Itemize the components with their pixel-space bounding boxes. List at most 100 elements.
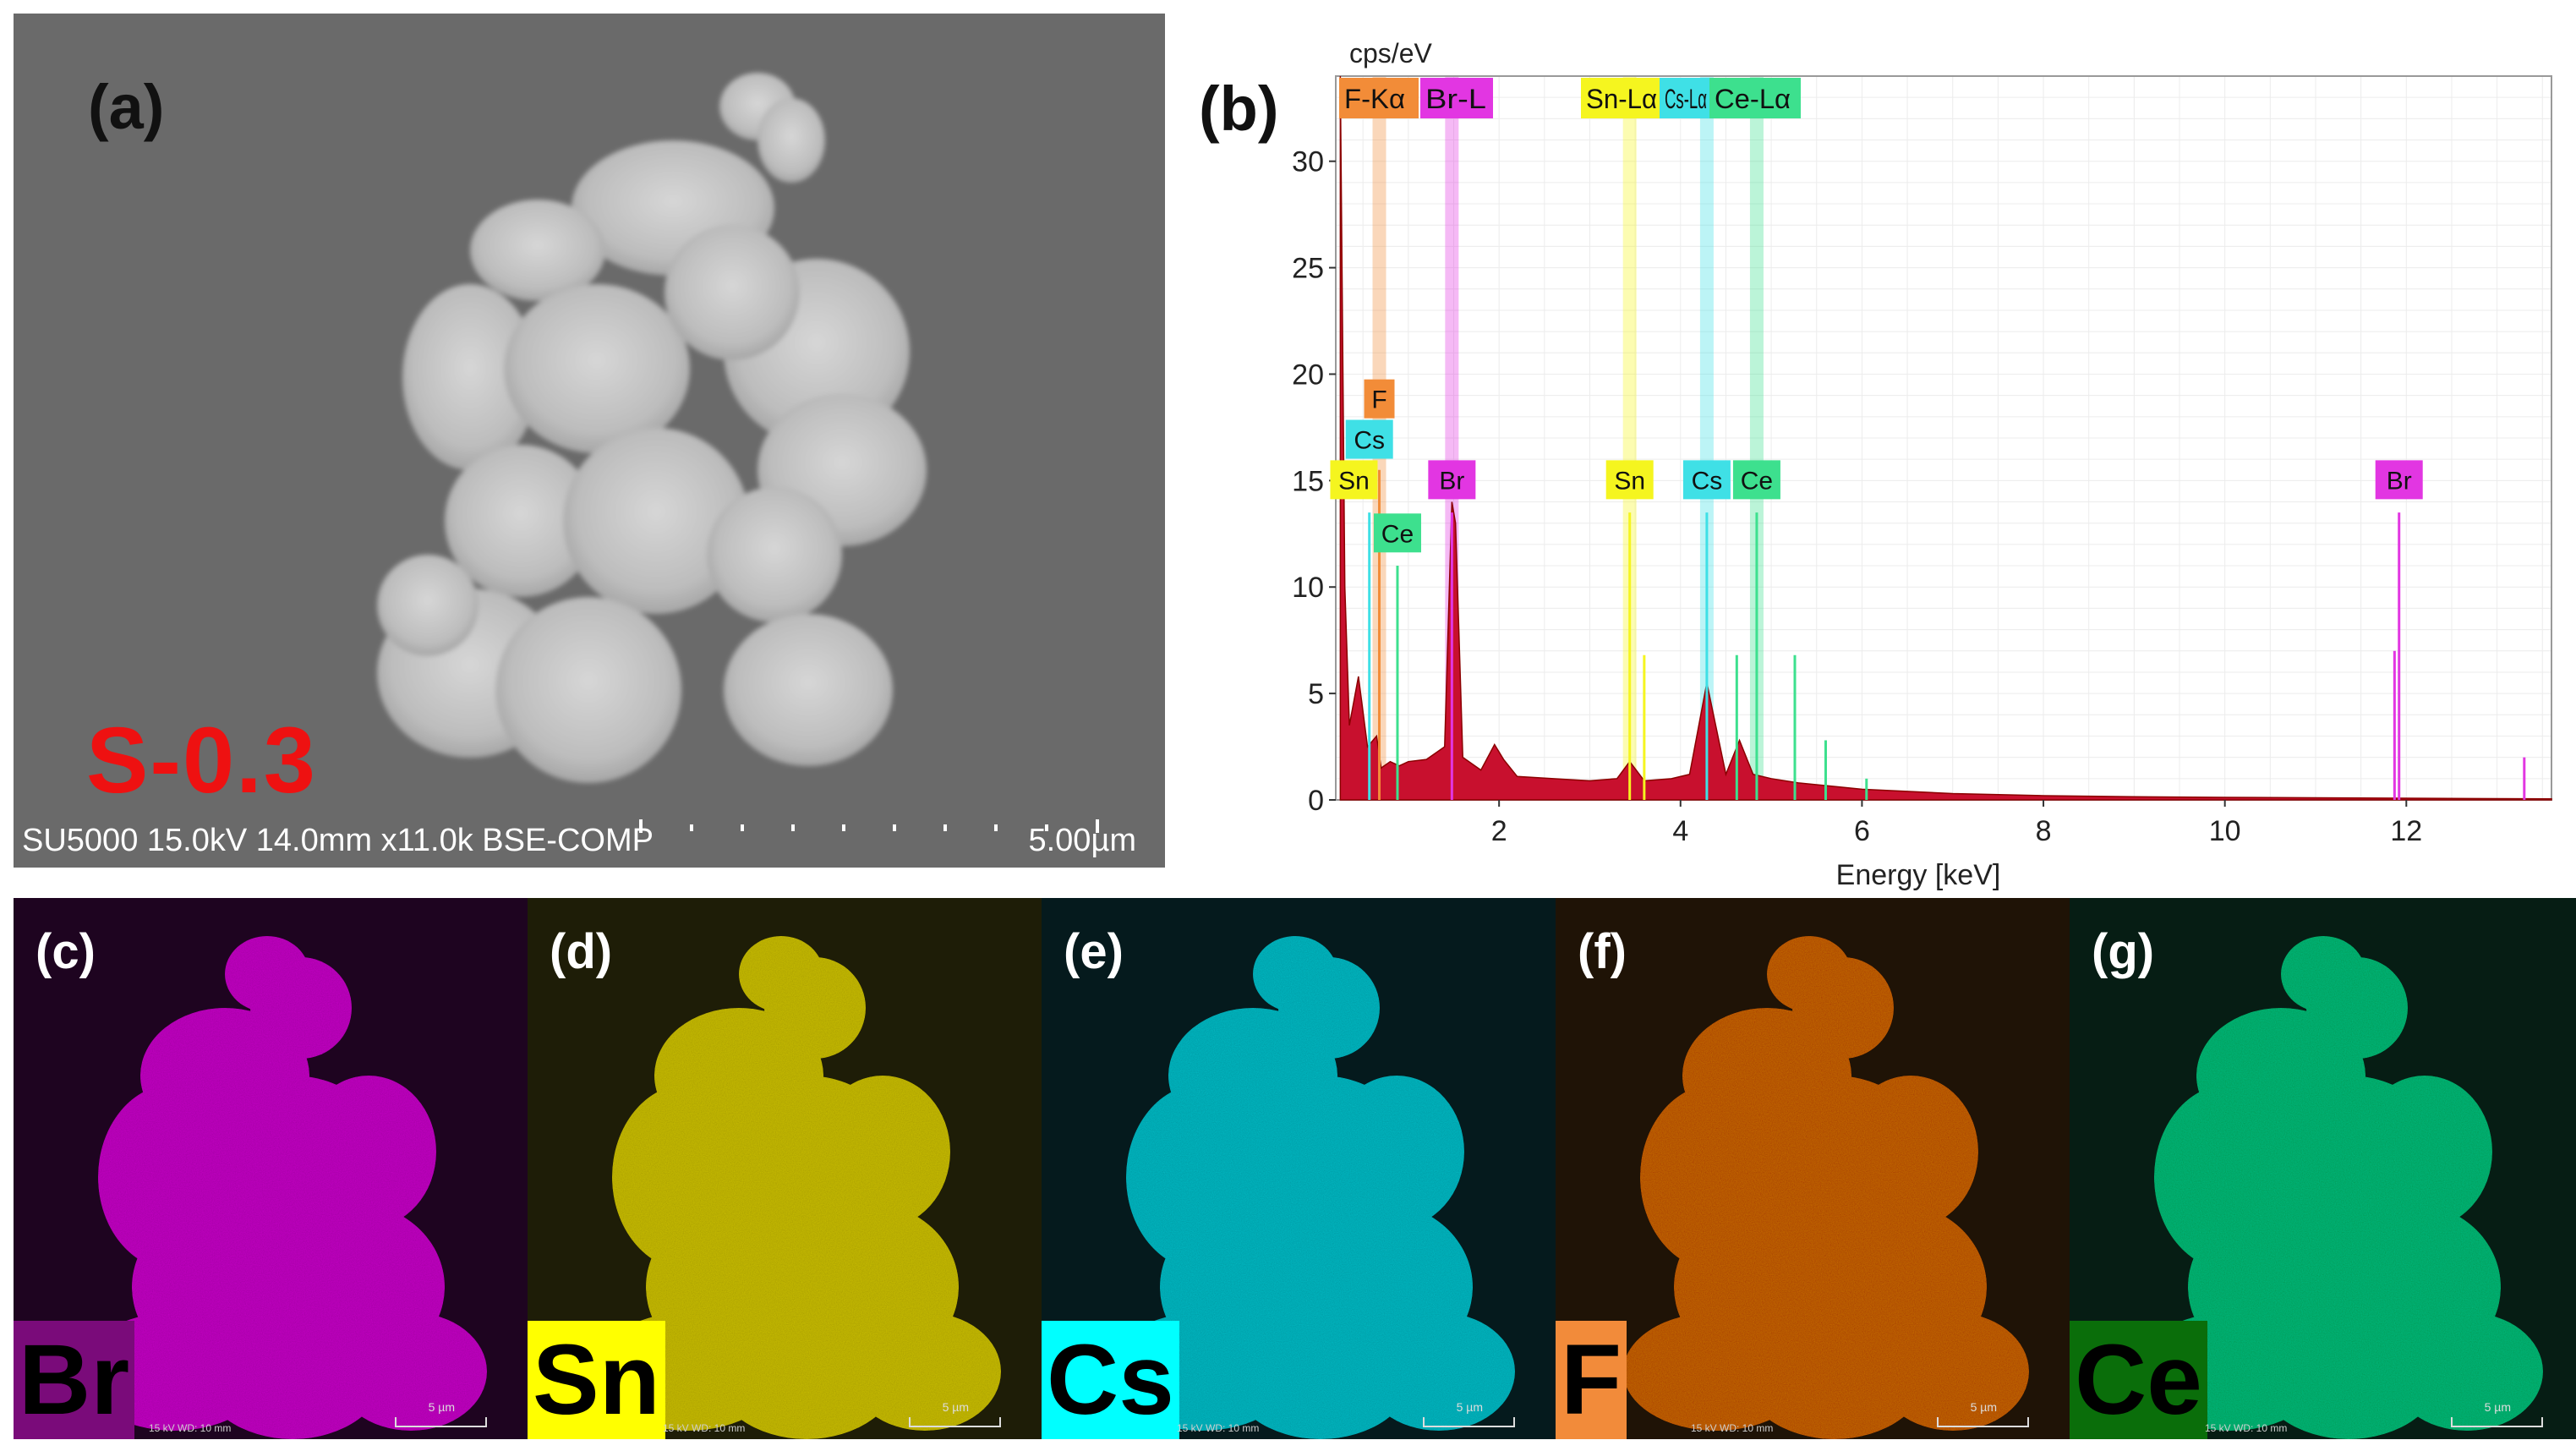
peak-label-box	[1345, 419, 1393, 459]
line-family-label: Cs-Lα	[1665, 84, 1707, 114]
sem-scale-ticks	[639, 819, 1099, 833]
line-family-label-box	[1420, 78, 1493, 118]
peak-label-box	[2375, 460, 2423, 500]
spectrum-area	[1339, 75, 2552, 801]
map-scale-label: 5 µm	[1970, 1400, 1997, 1414]
map-scale-label: 5 µm	[2484, 1400, 2511, 1414]
peak-label-box	[1428, 460, 1476, 500]
sem-scale-tick	[690, 824, 693, 831]
elemental-map-image	[1109, 936, 1515, 1439]
element-symbol-box: Br	[14, 1321, 135, 1439]
sem-scale-tick	[639, 819, 643, 833]
map-scale-bar	[1937, 1417, 2029, 1427]
sem-scale-tick	[893, 824, 896, 831]
panel-b-label: (b)	[1199, 74, 1279, 144]
elemental-map-cs: (e) Cs 15 kV WD: 10 mm 5 µm	[1042, 898, 1557, 1439]
y-axis-label: cps/eV	[1349, 38, 1432, 68]
panel-a-label: (a)	[88, 72, 165, 142]
eds-spectrum-panel: (b) 0 5 10 15 20 25 30 2 4 6 8 10 12 cps/eV Energy [ke…	[1184, 14, 2570, 893]
x-tick-label: 10	[2209, 815, 2241, 847]
peak-label: Sn	[1338, 467, 1370, 495]
map-acquisition-info: 15 kV WD: 10 mm	[663, 1422, 746, 1434]
map-scale-bar	[909, 1417, 1001, 1427]
chart-grid	[1336, 75, 2551, 800]
sem-scale-tick	[943, 824, 947, 831]
elemental-map-sn: (d) Sn 15 kV WD: 10 mm 5 µm	[528, 898, 1043, 1439]
line-family-band	[1699, 76, 1714, 800]
map-acquisition-info: 15 kV WD: 10 mm	[1691, 1422, 1774, 1434]
line-family-label: Br-L	[1425, 84, 1486, 114]
sem-instrument-info: SU5000 15.0kV 14.0mm x11.0k BSE-COMP	[22, 823, 654, 858]
panel-e-label: (e)	[1064, 924, 1124, 979]
peak-label: Ce	[1741, 467, 1773, 495]
line-family-label-box	[1660, 78, 1710, 118]
elemental-map-image	[81, 936, 487, 1439]
y-tick-label: 20	[1292, 359, 1324, 391]
peak-label: Cs	[1692, 467, 1723, 495]
elemental-map-br: (c) Br 15 kV WD: 10 mm 5 µm	[14, 898, 529, 1439]
panel-d-label: (d)	[550, 924, 613, 979]
sem-scale-tick	[1045, 824, 1048, 831]
sem-scale-tick	[791, 824, 795, 831]
line-family-band	[1622, 76, 1637, 800]
sample-id-label: S-0.3	[86, 709, 317, 813]
peak-label: Br	[2387, 467, 2412, 495]
y-tick-label: 15	[1292, 465, 1324, 497]
panel-f-label: (f)	[1578, 924, 1627, 979]
x-tick-label: 2	[1491, 815, 1507, 847]
peak-label-box	[1330, 460, 1378, 500]
x-tick-label: 8	[2036, 815, 2052, 847]
sem-scale-tick	[741, 824, 744, 831]
peak-label-box	[1373, 513, 1421, 553]
elemental-map-ce: (g) Ce 15 kV WD: 10 mm 5 µm	[2070, 898, 2576, 1439]
peak-label-box	[1605, 460, 1654, 500]
y-tick-label: 25	[1292, 253, 1324, 285]
sem-info-bar: SU5000 15.0kV 14.0mm x11.0k BSE-COMP 5.0…	[14, 813, 1165, 868]
map-acquisition-info: 15 kV WD: 10 mm	[149, 1422, 232, 1434]
elemental-map-image	[1623, 936, 2029, 1439]
y-tick-label: 10	[1292, 572, 1324, 604]
sem-image-panel: (a) S-0.3 SU5000 15.0kV 14.0mm x11.0k BS…	[14, 14, 1165, 868]
map-scale-bar	[395, 1417, 487, 1427]
y-tick-label: 0	[1308, 785, 1324, 817]
x-axis-label: Energy [keV]	[1836, 859, 2001, 891]
x-tick-label: 6	[1854, 815, 1870, 847]
line-family-label: Sn-Lα	[1586, 84, 1657, 114]
x-tick-label: 12	[2390, 815, 2422, 847]
line-family-label-box	[1581, 78, 1660, 118]
sem-scale-tick	[842, 824, 845, 831]
peak-label-box	[1682, 460, 1731, 500]
sem-scale-label: 5.00µm	[1028, 823, 1136, 858]
map-scale-bar	[1423, 1417, 1515, 1427]
peak-label-box	[1732, 460, 1780, 500]
element-symbol-box: Cs	[1042, 1321, 1179, 1439]
peak-label: Sn	[1614, 467, 1645, 495]
sem-particle-cluster	[14, 14, 1165, 813]
line-family-band	[1749, 76, 1764, 800]
map-acquisition-info: 15 kV WD: 10 mm	[1177, 1422, 1260, 1434]
peak-label: Cs	[1354, 427, 1385, 455]
line-family-label: Ce-Lα	[1715, 84, 1791, 114]
panel-g-label: (g)	[2092, 924, 2155, 979]
peak-label: F	[1371, 386, 1386, 414]
map-scale-label: 5 µm	[428, 1400, 455, 1414]
map-scale-label: 5 µm	[1456, 1400, 1483, 1414]
sem-scale-tick	[1096, 819, 1099, 833]
panel-c-label: (c)	[36, 924, 96, 979]
peak-label-box	[1364, 379, 1395, 419]
y-tick-label: 30	[1292, 146, 1324, 178]
element-symbol-box: Ce	[2070, 1321, 2207, 1439]
x-tick-label: 4	[1672, 815, 1688, 847]
peak-label: Ce	[1381, 520, 1414, 548]
eds-spectrum-chart: 0 5 10 15 20 25 30 2 4 6 8 10 12 cps/eV Energy [keV] F-…	[1292, 38, 2552, 891]
line-family-label-box	[1339, 78, 1419, 118]
map-scale-bar	[2451, 1417, 2543, 1427]
line-family-label-box	[1709, 78, 1801, 118]
sem-scale-tick	[994, 824, 998, 831]
map-acquisition-info: 15 kV WD: 10 mm	[2205, 1422, 2288, 1434]
element-symbol-box: F	[1556, 1321, 1627, 1439]
element-symbol-box: Sn	[528, 1321, 665, 1439]
peak-label: Br	[1439, 467, 1464, 495]
line-family-label: F-Kα	[1344, 84, 1405, 114]
elemental-map-f: (f) F 15 kV WD: 10 mm 5 µm	[1556, 898, 2071, 1439]
